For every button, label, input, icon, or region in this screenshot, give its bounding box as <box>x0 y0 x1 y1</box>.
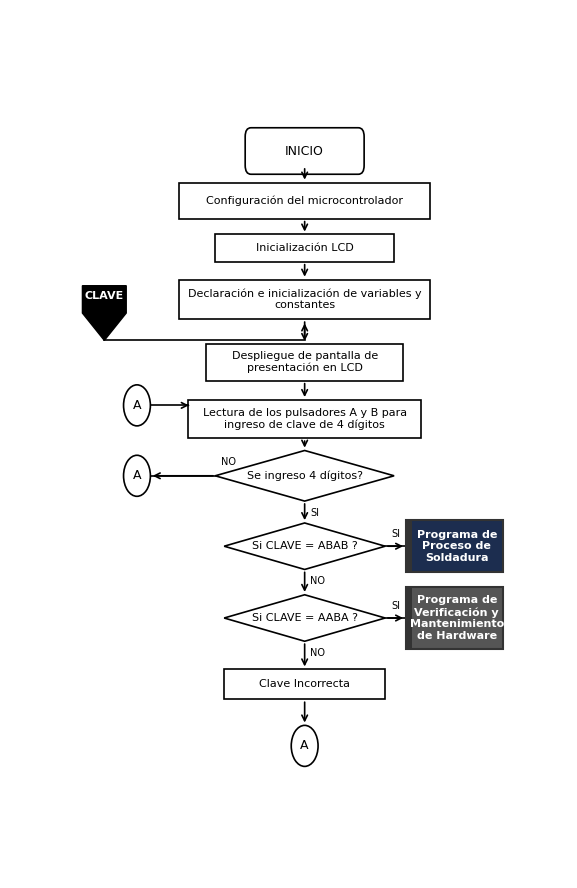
Bar <box>179 280 430 319</box>
Bar <box>188 400 421 438</box>
Text: NO: NO <box>221 457 236 467</box>
Text: Programa de
Verificación y
Mantenimiento
de Hardware: Programa de Verificación y Mantenimiento… <box>410 595 504 641</box>
Text: Inicialización LCD: Inicialización LCD <box>256 243 354 253</box>
Polygon shape <box>224 523 385 569</box>
Circle shape <box>291 725 318 766</box>
Text: SI: SI <box>310 508 319 518</box>
Polygon shape <box>83 286 126 340</box>
Bar <box>406 520 503 572</box>
Bar <box>179 183 430 218</box>
Text: A: A <box>133 469 141 482</box>
Bar <box>207 344 403 381</box>
Bar <box>406 587 503 649</box>
Bar <box>224 670 385 700</box>
Bar <box>215 234 394 262</box>
Text: A: A <box>301 740 309 752</box>
Text: Programa de
Proceso de
Soldadura: Programa de Proceso de Soldadura <box>417 529 497 563</box>
Text: NO: NO <box>310 648 325 658</box>
Text: A: A <box>133 399 141 412</box>
Text: Despliegue de pantalla de
presentación en LCD: Despliegue de pantalla de presentación e… <box>231 351 378 373</box>
FancyBboxPatch shape <box>245 128 364 174</box>
Text: Se ingreso 4 dígitos?: Se ingreso 4 dígitos? <box>246 471 363 481</box>
Polygon shape <box>215 450 394 501</box>
Text: SI: SI <box>392 601 401 611</box>
Text: Configuración del microcontrolador: Configuración del microcontrolador <box>206 195 403 206</box>
Circle shape <box>123 385 151 426</box>
Text: NO: NO <box>310 576 325 586</box>
Bar <box>406 520 412 572</box>
Circle shape <box>123 456 151 496</box>
Text: INICIO: INICIO <box>285 145 324 157</box>
Text: Clave Incorrecta: Clave Incorrecta <box>259 679 350 689</box>
Bar <box>406 587 412 649</box>
Text: Lectura de los pulsadores A y B para
ingreso de clave de 4 dígitos: Lectura de los pulsadores A y B para ing… <box>203 408 407 430</box>
Text: Si CLAVE = ABAB ?: Si CLAVE = ABAB ? <box>252 541 358 551</box>
Text: SI: SI <box>392 529 401 539</box>
Text: Si CLAVE = AABA ?: Si CLAVE = AABA ? <box>252 613 358 623</box>
Text: Declaración e inicialización de variables y
constantes: Declaración e inicialización de variable… <box>188 289 421 311</box>
Polygon shape <box>224 595 385 641</box>
Text: CLAVE: CLAVE <box>85 291 124 301</box>
